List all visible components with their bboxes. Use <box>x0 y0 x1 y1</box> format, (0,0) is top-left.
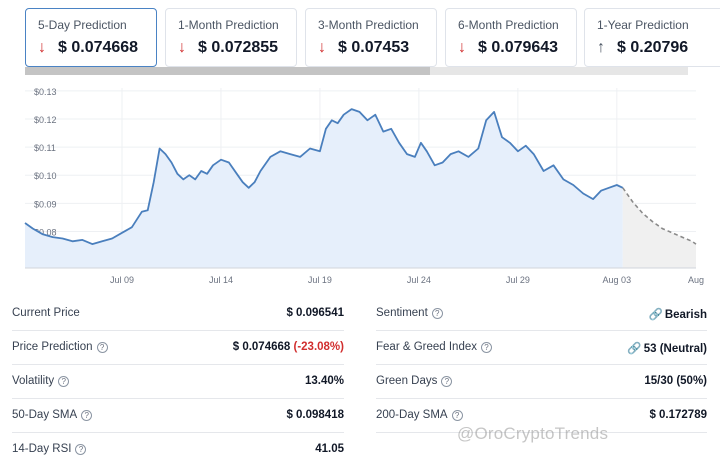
y-tick-label: $0.11 <box>34 143 56 153</box>
x-tick-label: Jul 29 <box>506 275 530 285</box>
prediction-cards: 5-Day Prediction ↓ $ 0.074668 1-Month Pr… <box>0 0 720 76</box>
stat-label: 200-Day SMA <box>376 409 448 421</box>
x-tick-label: Jul 24 <box>407 275 431 285</box>
series-line-1 <box>622 187 697 245</box>
card-1-month-prediction[interactable]: 1-Month Prediction ↓ $ 0.072855 <box>165 8 297 67</box>
stat-current-price: Current Price $ 0.096541 <box>12 298 344 331</box>
x-tick-label: Jul 19 <box>308 275 332 285</box>
stat-value: 53 (Neutral) <box>643 343 707 355</box>
help-icon[interactable]: ? <box>58 375 70 387</box>
stat-label-wrap: 50-Day SMA? <box>12 409 93 421</box>
cards-scrollbar[interactable] <box>25 67 688 75</box>
link-icon: 🔗 <box>648 309 663 321</box>
stat-label-wrap: 200-Day SMA? <box>376 409 463 421</box>
stat-value: $ 0.074668 <box>232 341 291 353</box>
card-value: $ 0.074668 <box>58 39 139 56</box>
y-tick-label: $0.09 <box>34 199 57 209</box>
stat-value: 41.05 <box>315 443 344 455</box>
stat-sentiment: Sentiment? 🔗 Bearish <box>376 298 707 331</box>
x-tick-label: Jul 14 <box>209 275 233 285</box>
stat-value: 13.40% <box>304 375 344 387</box>
stat-value-wrap: $ 0.074668 (-23.08%) <box>233 341 344 353</box>
stat-label-wrap: 14-Day RSI? <box>12 443 87 455</box>
arrow-down-icon: ↓ <box>38 39 46 56</box>
y-tick-label: $0.08 <box>34 227 57 237</box>
scrollbar-thumb[interactable] <box>25 67 430 75</box>
stat-green-days: Green Days? 15/30 (50%) <box>376 366 707 399</box>
link-icon: 🔗 <box>627 343 642 355</box>
card-3-month-prediction[interactable]: 3-Month Prediction ↓ $ 0.07453 <box>305 8 437 67</box>
y-tick-label: $0.10 <box>34 171 57 181</box>
card-label: 6-Month Prediction <box>458 18 559 32</box>
stat-value: $ 0.172789 <box>649 409 707 421</box>
watermark-text: @OroCryptoTrends <box>457 424 609 443</box>
price-chart: $0.13$0.12$0.11$0.10$0.09$0.08$0.07Jul 0… <box>24 87 704 285</box>
arrow-up-icon: ↑ <box>597 39 605 56</box>
stat-label: 14-Day RSI <box>12 443 72 455</box>
stat-200-day-sma: 200-Day SMA? $ 0.172789 <box>376 400 707 433</box>
card-value: $ 0.079643 <box>478 39 559 56</box>
card-label: 5-Day Prediction <box>38 18 127 32</box>
help-icon[interactable]: ? <box>96 341 108 353</box>
card-value-row: ↓ $ 0.072855 <box>178 39 278 57</box>
help-icon[interactable]: ? <box>451 409 463 421</box>
card-value: $ 0.07453 <box>338 39 410 56</box>
stat-label: Sentiment <box>376 307 428 319</box>
help-icon[interactable]: ? <box>431 307 443 319</box>
help-icon[interactable]: ? <box>481 341 492 353</box>
card-value: $ 0.20796 <box>617 39 689 56</box>
stat-label: Price Prediction <box>12 341 93 353</box>
stat-14-day-rsi: 14-Day RSI? 41.05 <box>12 434 344 461</box>
series-line-0 <box>24 108 624 245</box>
stat-value: Bearish <box>664 309 707 321</box>
stat-value: 15/30 (50%) <box>644 375 707 387</box>
stat-change: (-23.08%) <box>293 341 345 353</box>
stat-volatility: Volatility? 13.40% <box>12 366 344 399</box>
card-5-day-prediction[interactable]: 5-Day Prediction ↓ $ 0.074668 <box>25 8 157 67</box>
card-6-month-prediction[interactable]: 6-Month Prediction ↓ $ 0.079643 <box>445 8 577 67</box>
stat-label-wrap: Green Days? <box>376 375 453 387</box>
stat-label: Volatility <box>12 375 55 387</box>
stat-label-wrap: Sentiment? <box>376 307 443 319</box>
x-tick-label: Jul 09 <box>110 275 134 285</box>
stat-value: $ 0.098418 <box>286 409 344 421</box>
stat-label: Fear & Greed Index <box>376 341 477 353</box>
card-value-row: ↓ $ 0.074668 <box>38 39 138 57</box>
stat-label-wrap: Fear & Greed Index? <box>376 341 492 353</box>
stat-price-prediction: Price Prediction? $ 0.074668 (-23.08%) <box>12 332 344 365</box>
stat-label-wrap: Price Prediction? <box>12 341 108 353</box>
series-area-0 <box>25 109 623 268</box>
stat-fear-greed-index: Fear & Greed Index? 🔗 53 (Neutral) <box>376 332 707 365</box>
series-area-1 <box>622 187 696 268</box>
card-label: 1-Month Prediction <box>178 18 279 32</box>
arrow-down-icon: ↓ <box>318 39 326 56</box>
card-label: 3-Month Prediction <box>318 18 419 32</box>
card-1-year-prediction[interactable]: 1-Year Prediction ↑ $ 0.20796 <box>584 8 720 67</box>
card-value-row: ↓ $ 0.079643 <box>458 39 558 57</box>
y-tick-label: $0.12 <box>34 115 57 125</box>
x-tick-label: Aug 03 <box>603 275 632 285</box>
stat-50-day-sma: 50-Day SMA? $ 0.098418 <box>12 400 344 433</box>
fear-greed-link[interactable]: 🔗 53 (Neutral) <box>627 341 707 355</box>
stat-label: Current Price <box>12 307 80 319</box>
stat-label-wrap: Volatility? <box>12 375 70 387</box>
arrow-down-icon: ↓ <box>178 39 186 56</box>
stat-label: 50-Day SMA <box>12 409 78 421</box>
help-icon[interactable]: ? <box>75 443 87 455</box>
card-value-row: ↑ $ 0.20796 <box>597 39 688 57</box>
stat-value: $ 0.096541 <box>286 307 344 319</box>
arrow-down-icon: ↓ <box>458 39 466 56</box>
card-label: 1-Year Prediction <box>597 18 689 32</box>
card-value-row: ↓ $ 0.07453 <box>318 39 409 57</box>
help-icon[interactable]: ? <box>81 409 93 421</box>
help-icon[interactable]: ? <box>441 375 453 387</box>
stat-label: Green Days <box>376 375 438 387</box>
y-tick-label: $0.13 <box>34 87 57 97</box>
stat-label-wrap: Current Price <box>12 307 80 319</box>
sentiment-link[interactable]: 🔗 Bearish <box>648 307 707 321</box>
x-tick-label: Aug <box>688 275 704 285</box>
card-value: $ 0.072855 <box>198 39 279 56</box>
